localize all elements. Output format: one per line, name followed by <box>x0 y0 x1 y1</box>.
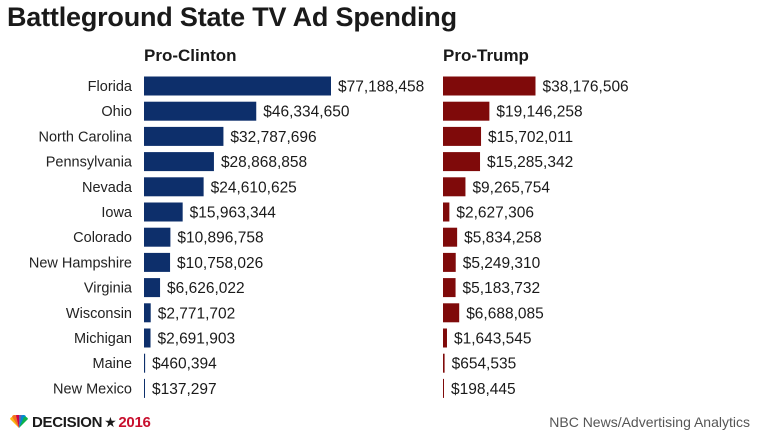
category-label: Pennsylvania <box>46 155 133 171</box>
clinton-value-label: $137,297 <box>152 381 217 398</box>
clinton-bar <box>144 101 257 121</box>
trump-value-label: $654,535 <box>452 356 517 373</box>
peacock-icon <box>10 415 28 428</box>
clinton-value-label: $24,610,625 <box>211 179 297 196</box>
clinton-bar <box>144 152 214 172</box>
trump-value-label: $38,176,506 <box>542 79 628 96</box>
category-label: Iowa <box>101 205 133 221</box>
clinton-bar <box>144 252 171 272</box>
trump-bar <box>443 126 482 146</box>
clinton-bar <box>144 202 183 222</box>
trump-bar <box>443 328 447 348</box>
trump-bar <box>443 252 456 272</box>
clinton-value-label: $2,691,903 <box>158 331 236 348</box>
bar-chart: Pro-Clinton Pro-Trump Florida Ohio North Ca… <box>29 46 629 398</box>
trump-bar <box>443 76 536 96</box>
trump-bar <box>443 278 456 298</box>
clinton-bar <box>144 278 161 298</box>
category-label: Colorado <box>73 230 132 246</box>
column-header-trump: Pro-Trump <box>443 46 529 65</box>
clinton-bar <box>144 126 224 146</box>
nbc-decision-2016-logo: DECISION ★ 2016 <box>8 412 151 432</box>
category-labels: Florida Ohio North Carolina Pennsylvania Nev… <box>29 79 133 397</box>
category-label: New Mexico <box>53 381 132 397</box>
clinton-value-label: $2,771,702 <box>158 305 236 322</box>
clinton-bar <box>144 76 331 96</box>
trump-bar <box>443 101 490 121</box>
trump-value-label: $15,285,342 <box>487 154 573 171</box>
trump-bar <box>443 227 458 247</box>
trump-value-label: $9,265,754 <box>472 179 550 196</box>
trump-bar <box>443 303 460 323</box>
clinton-value-label: $32,787,696 <box>230 129 316 146</box>
column-header-clinton: Pro-Clinton <box>144 46 237 65</box>
category-label: Maine <box>93 356 133 372</box>
trump-bar <box>443 353 445 373</box>
category-label: New Hampshire <box>29 255 132 271</box>
category-label: Wisconsin <box>66 306 132 322</box>
source-credit: NBC News/Advertising Analytics <box>549 414 750 430</box>
column-headers: Pro-Clinton Pro-Trump <box>144 46 529 65</box>
clinton-value-label: $77,188,458 <box>338 79 424 96</box>
clinton-value-label: $46,334,650 <box>263 104 350 121</box>
clinton-value-label: $15,963,344 <box>190 205 277 222</box>
clinton-value-label: $28,868,858 <box>221 154 307 171</box>
brand-word: DECISION <box>32 413 103 431</box>
trump-value-label: $6,688,085 <box>466 305 544 322</box>
clinton-bar <box>144 353 146 373</box>
trump-bar <box>443 152 481 172</box>
trump-bar <box>443 202 450 222</box>
category-label: North Carolina <box>39 129 133 145</box>
category-label: Florida <box>88 79 133 95</box>
clinton-value-label: $10,758,026 <box>177 255 263 272</box>
clinton-bars: $77,188,458 $46,334,650 $32,787,696 $28,868… <box>144 76 424 398</box>
category-label: Michigan <box>74 331 132 347</box>
chart-title: Battleground State TV Ad Spending <box>7 2 457 32</box>
clinton-bar <box>144 328 151 348</box>
trump-bar <box>443 378 444 398</box>
clinton-value-label: $460,394 <box>152 356 217 373</box>
trump-value-label: $5,249,310 <box>463 255 541 272</box>
clinton-value-label: $10,896,758 <box>177 230 263 247</box>
trump-value-label: $15,702,011 <box>488 129 573 146</box>
trump-value-label: $198,445 <box>451 381 516 398</box>
trump-bar <box>443 177 466 197</box>
trump-value-label: $2,627,306 <box>456 205 534 222</box>
trump-value-label: $5,834,258 <box>464 230 542 247</box>
trump-value-label: $19,146,258 <box>496 104 582 121</box>
star-icon: ★ <box>104 413 117 430</box>
clinton-bar <box>144 378 145 398</box>
category-label: Nevada <box>82 180 133 196</box>
clinton-value-label: $6,626,022 <box>167 280 245 297</box>
clinton-bar <box>144 177 204 197</box>
trump-value-label: $1,643,545 <box>454 331 532 348</box>
clinton-bar <box>144 303 151 323</box>
category-label: Virginia <box>84 281 133 297</box>
category-label: Ohio <box>101 104 132 120</box>
brand-year: 2016 <box>118 413 151 431</box>
trump-bars: $38,176,506 $19,146,258 $15,702,011 $15,285… <box>443 76 629 398</box>
clinton-bar <box>144 227 171 247</box>
trump-value-label: $5,183,732 <box>463 280 541 297</box>
